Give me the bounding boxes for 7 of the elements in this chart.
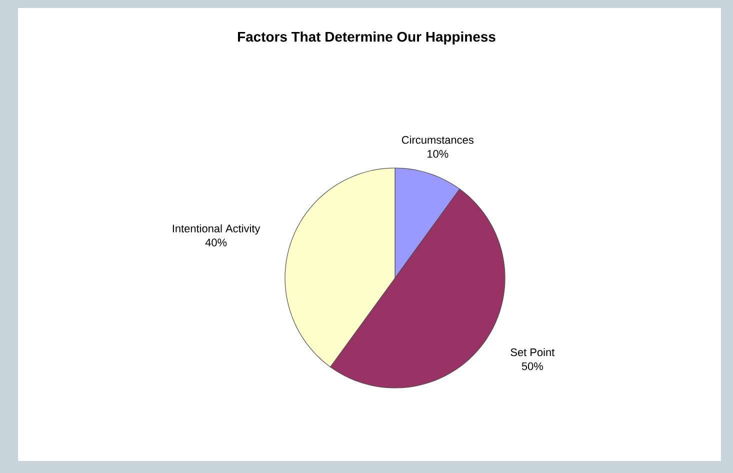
slice-label: Circumstances: [402, 136, 474, 144]
slice-label: Intentional Activity: [172, 224, 260, 235]
slice-label: Set Point: [510, 348, 555, 356]
chart-title: Factors That Determine Our Happiness: [238, 31, 496, 44]
data-label: 10%: [428, 150, 448, 158]
data-label: 40%: [205, 238, 227, 246]
data-label: 50%: [522, 362, 543, 370]
